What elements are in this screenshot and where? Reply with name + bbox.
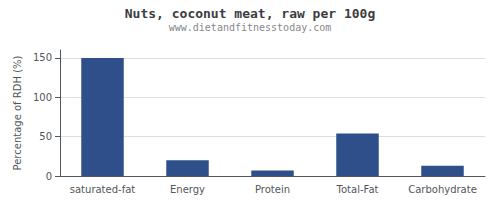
svg-text:Total-Fat: Total-Fat	[336, 184, 379, 195]
svg-text:Nuts, coconut meat, raw per 10: Nuts, coconut meat, raw per 100g	[125, 6, 375, 21]
svg-text:0: 0	[46, 171, 52, 182]
svg-text:www.dietandfitnesstoday.com: www.dietandfitnesstoday.com	[169, 22, 332, 33]
svg-text:Energy: Energy	[170, 184, 205, 195]
svg-text:100: 100	[33, 92, 52, 103]
svg-text:50: 50	[39, 131, 52, 142]
svg-text:Percentage of RDH (%): Percentage of RDH (%)	[12, 55, 23, 170]
svg-text:150: 150	[33, 52, 52, 63]
svg-text:Carbohydrate: Carbohydrate	[408, 184, 477, 195]
svg-text:Protein: Protein	[255, 184, 290, 195]
svg-text:saturated-fat: saturated-fat	[70, 184, 136, 195]
